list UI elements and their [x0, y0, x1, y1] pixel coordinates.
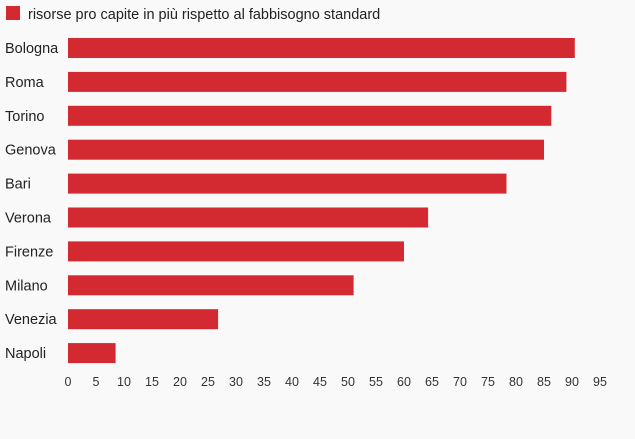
bar-firenze [68, 241, 404, 262]
category-label-genova: Genova [5, 143, 57, 159]
bar-roma [68, 71, 567, 92]
x-tick-label-65: 65 [425, 375, 439, 389]
category-label-bari: Bari [5, 177, 31, 193]
category-labels: Bologna Roma Torino Genova Bari Verona Firenze… [5, 41, 59, 362]
category-label-verona: Verona [5, 211, 52, 227]
x-tick-label-60: 60 [397, 375, 411, 389]
x-tick-label-15: 15 [145, 375, 159, 389]
x-tick-label-45: 45 [313, 375, 327, 389]
category-label-roma: Roma [5, 75, 45, 91]
legend-swatch [6, 6, 20, 20]
x-tick-label-50: 50 [341, 375, 355, 389]
category-label-venezia: Venezia [5, 312, 58, 328]
x-tick-label-5: 5 [93, 375, 100, 389]
bar-torino [68, 105, 552, 126]
x-tick-label-20: 20 [173, 375, 187, 389]
bar-verona [68, 207, 429, 228]
x-tick-label-0: 0 [65, 375, 72, 389]
x-tick-label-80: 80 [509, 375, 523, 389]
x-tick-label-75: 75 [481, 375, 495, 389]
category-label-bologna: Bologna [5, 41, 59, 57]
x-axis-ticks: 0 5 10 15 20 25 30 35 40 45 50 55 60 65 70 75 80 85 90 95 [65, 375, 607, 389]
legend-label: risorse pro capite in più rispetto al fa… [28, 7, 380, 23]
x-tick-label-30: 30 [229, 375, 243, 389]
x-tick-label-35: 35 [257, 375, 271, 389]
x-tick-label-25: 25 [201, 375, 215, 389]
category-label-milano: Milano [5, 278, 48, 294]
bar-napoli [68, 343, 116, 364]
bars-group [68, 38, 575, 364]
x-tick-label-40: 40 [285, 375, 299, 389]
legend: risorse pro capite in più rispetto al fa… [6, 6, 380, 23]
x-tick-label-55: 55 [369, 375, 383, 389]
x-tick-label-90: 90 [565, 375, 579, 389]
x-tick-label-95: 95 [593, 375, 607, 389]
bar-venezia [68, 309, 219, 330]
bar-bologna [68, 38, 575, 58]
bar-genova [68, 139, 544, 160]
category-label-napoli: Napoli [5, 346, 46, 362]
x-tick-label-10: 10 [117, 375, 131, 389]
category-label-firenze: Firenze [5, 244, 53, 260]
bar-bari [68, 173, 507, 194]
bar-milano [68, 275, 354, 296]
x-tick-label-85: 85 [537, 375, 551, 389]
category-label-torino: Torino [5, 109, 45, 125]
x-tick-label-70: 70 [453, 375, 467, 389]
